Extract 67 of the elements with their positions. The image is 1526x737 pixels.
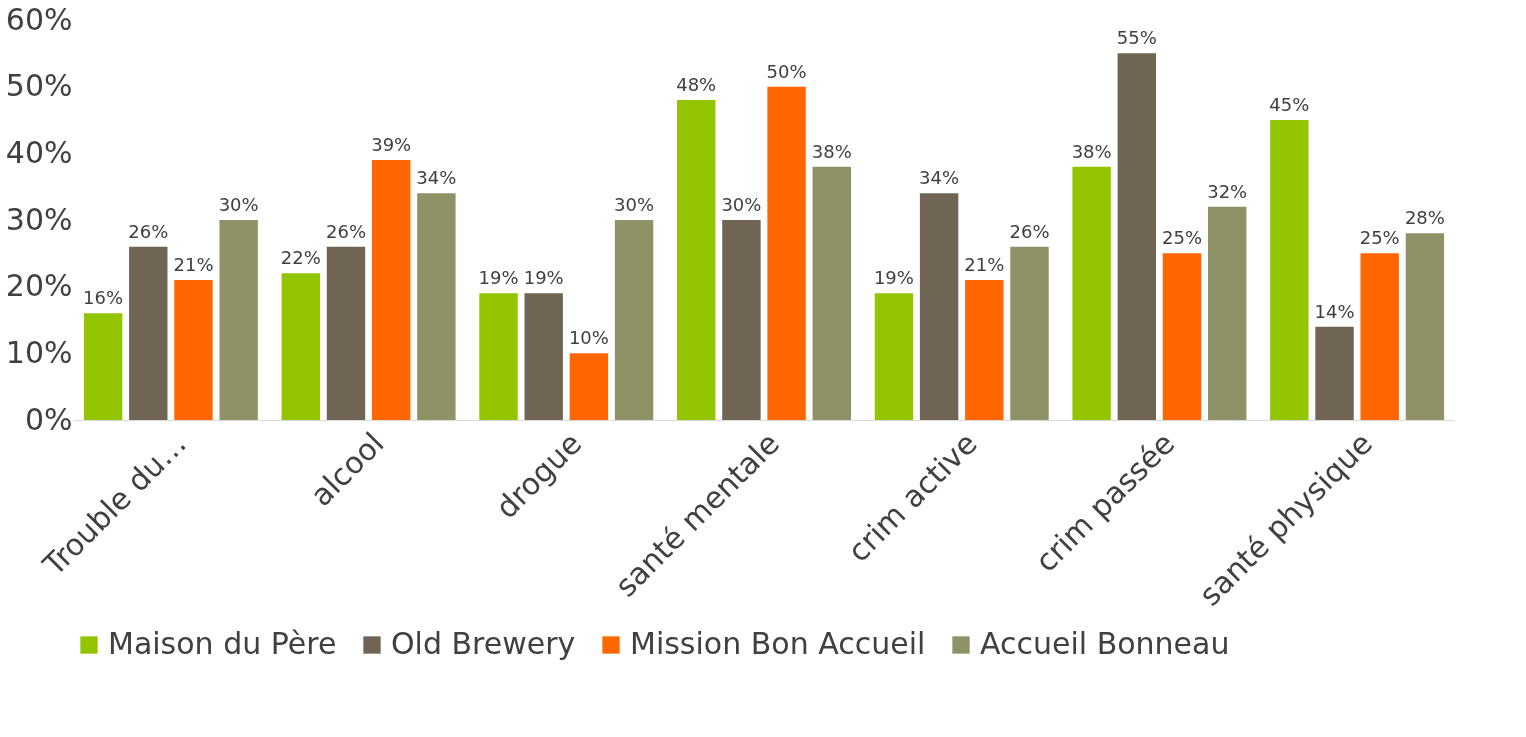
data-label: 26% bbox=[1009, 220, 1050, 242]
bar bbox=[677, 100, 716, 420]
legend-label: Maison du Père bbox=[108, 626, 337, 661]
bar bbox=[83, 313, 123, 420]
data-label: 38% bbox=[1071, 140, 1112, 162]
y-tick-label: 60% bbox=[5, 1, 73, 37]
bar bbox=[569, 353, 609, 420]
data-label: 45% bbox=[1269, 94, 1310, 115]
data-label: 34% bbox=[416, 167, 457, 189]
bar bbox=[1360, 253, 1399, 420]
bar bbox=[417, 193, 456, 420]
bar bbox=[874, 293, 914, 420]
data-label: 34% bbox=[919, 167, 960, 189]
bar bbox=[129, 246, 168, 420]
y-tick-label: 40% bbox=[5, 134, 73, 170]
data-label: 25% bbox=[1359, 227, 1400, 249]
data-label: 50% bbox=[766, 60, 807, 82]
data-label: 10% bbox=[568, 327, 609, 349]
bar bbox=[1405, 233, 1445, 420]
bar bbox=[614, 220, 654, 420]
y-tick-label: 30% bbox=[5, 201, 73, 237]
data-label: 22% bbox=[280, 247, 321, 269]
data-label: 55% bbox=[1116, 27, 1157, 49]
data-label: 16% bbox=[83, 287, 124, 309]
legend-label: Old Brewery bbox=[391, 626, 576, 661]
data-label: 19% bbox=[478, 267, 519, 289]
bar bbox=[174, 280, 213, 420]
bar bbox=[812, 166, 851, 420]
data-label: 14% bbox=[1314, 300, 1355, 322]
data-label: 19% bbox=[873, 267, 914, 289]
bar bbox=[281, 273, 320, 420]
data-label: 32% bbox=[1207, 180, 1248, 202]
data-label: 30% bbox=[218, 194, 259, 215]
bar bbox=[326, 246, 366, 420]
data-label: 25% bbox=[1162, 227, 1203, 249]
bar bbox=[1072, 166, 1111, 420]
bar bbox=[965, 280, 1004, 420]
legend-label: Accueil Bonneau bbox=[980, 626, 1230, 661]
bar bbox=[1117, 53, 1157, 420]
bar bbox=[371, 160, 411, 420]
y-tick-label: 20% bbox=[5, 268, 73, 304]
data-label: 26% bbox=[325, 220, 366, 242]
bar bbox=[767, 86, 806, 420]
data-label: 28% bbox=[1404, 207, 1445, 229]
data-label: 30% bbox=[614, 194, 655, 215]
y-tick-label: 10% bbox=[5, 334, 73, 370]
bar bbox=[1010, 246, 1049, 420]
data-label: 21% bbox=[173, 254, 214, 275]
data-label: 38% bbox=[811, 140, 852, 162]
data-label: 39% bbox=[371, 134, 412, 155]
y-tick-label: 0% bbox=[24, 401, 73, 437]
data-label: 19% bbox=[523, 267, 564, 289]
data-label: 21% bbox=[964, 254, 1005, 275]
data-label: 30% bbox=[721, 194, 762, 215]
data-label: 48% bbox=[676, 74, 717, 95]
bar bbox=[1162, 253, 1202, 420]
bar bbox=[1270, 120, 1309, 420]
bar bbox=[479, 293, 518, 420]
legend-label: Mission Bon Accueil bbox=[630, 626, 926, 661]
bar bbox=[1208, 206, 1247, 420]
data-label: 26% bbox=[128, 220, 169, 242]
bar bbox=[722, 220, 761, 420]
bar bbox=[919, 193, 959, 420]
bar bbox=[1315, 326, 1354, 420]
bar bbox=[524, 293, 563, 420]
y-tick-label: 50% bbox=[5, 68, 73, 104]
bar bbox=[219, 220, 258, 420]
